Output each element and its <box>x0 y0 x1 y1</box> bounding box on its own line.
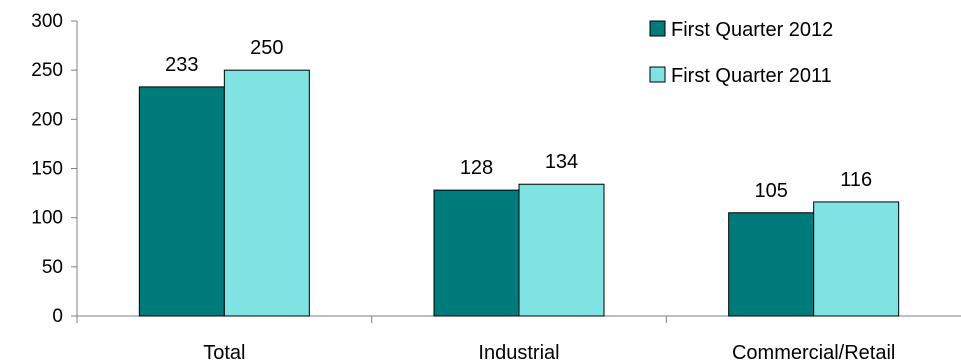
y-tick-label: 300 <box>31 11 63 32</box>
data-label: 250 <box>250 37 283 59</box>
data-labels: 233 250 128 134 105 116 <box>165 37 872 202</box>
bar <box>518 183 605 317</box>
y-tick-label: 200 <box>31 109 63 130</box>
legend: First Quarter 2012 First Quarter 2011 <box>649 19 833 87</box>
data-label: 128 <box>460 157 493 179</box>
x-category-label: Total <box>203 342 245 364</box>
y-tick-label: 50 <box>42 257 63 278</box>
x-axis: Total Industrial Commercial/Retail <box>76 315 961 364</box>
legend-swatch <box>649 20 666 37</box>
legend-label: First Quarter 2012 <box>671 19 833 41</box>
x-category-label: Commercial/Retail <box>732 342 895 364</box>
bar <box>223 69 310 317</box>
data-label: 105 <box>754 180 787 202</box>
data-label: 134 <box>545 151 578 173</box>
legend-swatch <box>649 66 666 83</box>
bar <box>138 86 225 317</box>
data-label: 233 <box>165 54 198 76</box>
y-axis: 0 50 100 150 200 250 300 <box>31 11 78 327</box>
legend-label: First Quarter 2011 <box>671 65 832 87</box>
y-tick-label: 0 <box>52 306 63 327</box>
bar <box>433 189 520 317</box>
bar <box>728 212 815 317</box>
y-tick-label: 100 <box>31 208 63 229</box>
bar <box>813 201 900 317</box>
x-category-label: Industrial <box>478 342 559 364</box>
y-tick-label: 250 <box>31 60 63 81</box>
bars <box>138 69 900 317</box>
y-tick-label: 150 <box>31 159 63 180</box>
data-label: 116 <box>840 169 872 191</box>
